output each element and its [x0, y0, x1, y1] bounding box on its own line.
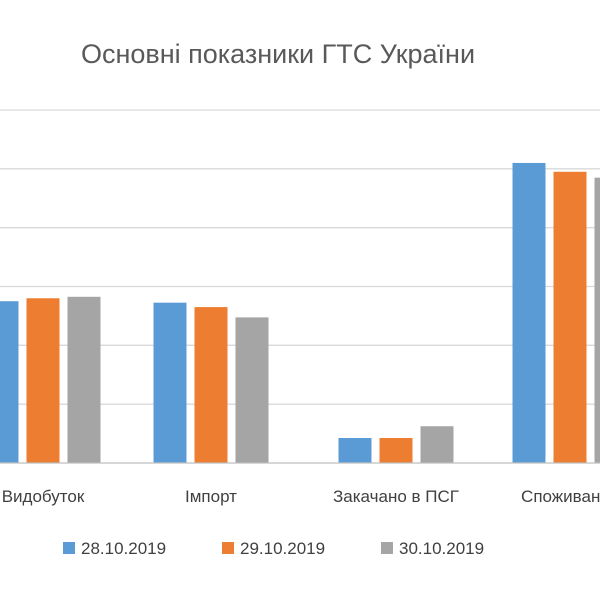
bar-1-1: [0, 301, 19, 463]
category-label: Споживання: [521, 487, 600, 506]
bar-1-4: [512, 162, 546, 463]
chart-title: Основні показники ГТС України: [81, 39, 475, 69]
legend-label: 30.10.2019: [399, 539, 484, 558]
bar-3-2: [235, 317, 269, 463]
bar-3-4: [594, 177, 600, 464]
legend-label: 28.10.2019: [81, 539, 166, 558]
category-label: Видобуток: [2, 487, 85, 506]
category-labels: Видобуток Імпорт Закачано в ПСГ Споживання: [2, 487, 600, 506]
bar-2-3: [379, 437, 413, 463]
category-label: Імпорт: [185, 487, 237, 506]
bar-2-2: [194, 307, 228, 463]
bar-3-1: [67, 296, 101, 463]
legend: 28.10.2019 29.10.2019 30.10.2019: [63, 539, 484, 558]
legend-swatch: [381, 542, 393, 554]
bar-1-3: [338, 437, 372, 463]
bar-2-4: [553, 171, 587, 463]
legend-swatch: [222, 542, 234, 554]
category-label: Закачано в ПСГ: [333, 487, 459, 506]
bar-2-1: [26, 298, 60, 463]
bars: [0, 162, 600, 464]
bar-1-2: [153, 302, 187, 463]
bar-3-3: [420, 426, 454, 463]
legend-swatch: [63, 542, 75, 554]
legend-label: 29.10.2019: [240, 539, 325, 558]
